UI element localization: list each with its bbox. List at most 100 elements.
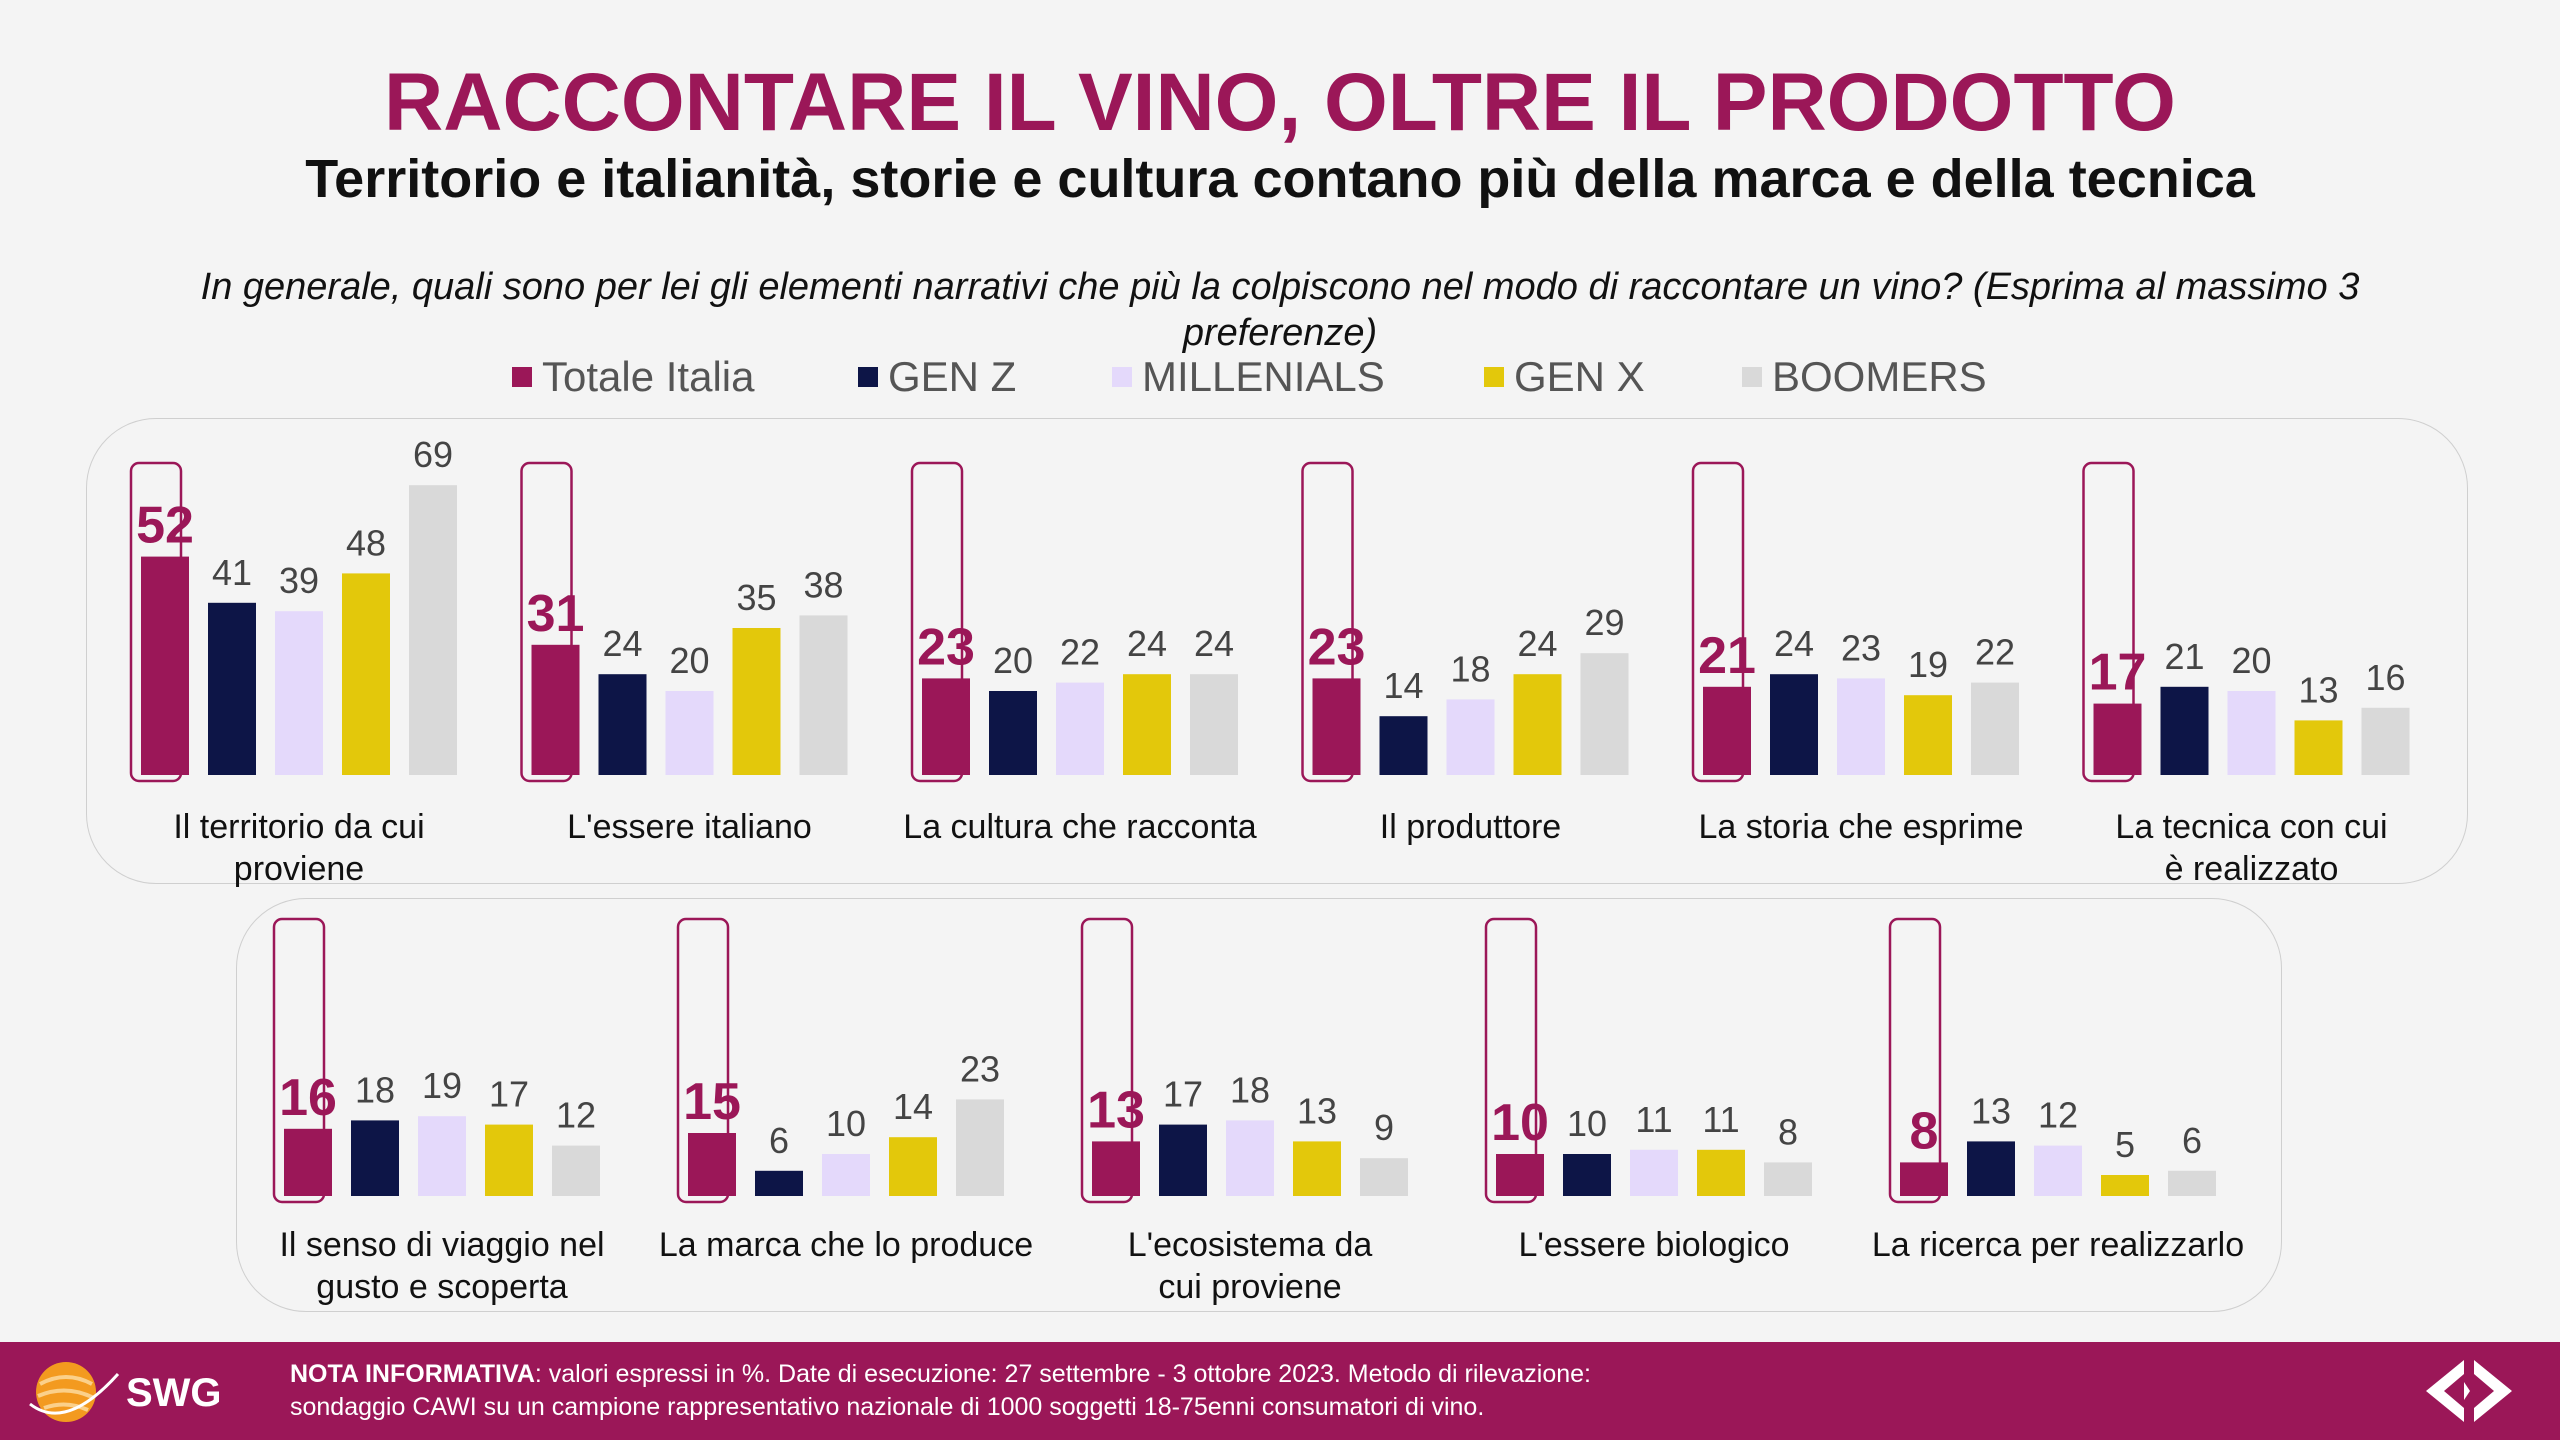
legend-label-totale: Totale Italia [542,353,755,400]
page-subtitle: Territorio e italianità, storie e cultur… [305,149,2255,209]
totale-highlight-frame [676,917,730,1204]
bar-11-5 [2168,1170,2216,1196]
bar-6-4 [2294,720,2343,775]
bar-10-5 [1764,1162,1812,1196]
data-label-9-3: 18 [1230,1069,1270,1110]
bar-8-4 [889,1137,937,1196]
data-label-9-2: 17 [1163,1074,1203,1115]
data-label-11-5: 6 [2182,1120,2202,1161]
data-label-1-4: 48 [346,522,386,563]
category-label-2: L'essere italiano [567,808,812,846]
totale-highlight-frame [1888,917,1942,1204]
data-label-1-3: 39 [279,560,319,601]
legend-swatch-totale [512,367,532,387]
note-text-line2: sondaggio CAWI su un campione rappresent… [290,1393,1485,1421]
category-label-9: cui proviene [1158,1268,1341,1306]
bar-11-3 [2034,1145,2082,1196]
bar-7-4 [485,1124,533,1196]
data-label-3-4: 24 [1127,623,1167,664]
bar-5-2 [1770,674,1818,775]
data-label-4-1: 23 [1308,618,1366,676]
category-label-7: gusto e scoperta [316,1268,567,1306]
data-label-10-2: 10 [1567,1103,1607,1144]
data-label-5-3: 23 [1841,627,1881,668]
bar-5-5 [1971,682,2019,775]
legend-swatch-genx [1484,367,1504,387]
category-label-11: La ricerca per realizzarlo [1872,1226,2244,1264]
category-label-1: Il territorio da cui [173,808,424,846]
bar-6-3 [2227,691,2276,775]
chart-panel-top [86,418,2468,884]
bar-2-2 [598,674,647,775]
totale-highlight-frame [910,461,964,783]
legend-item-boomers: BOOMERS [1742,352,1987,402]
totale-highlight-frame [1301,461,1354,783]
data-label-11-3: 12 [2038,1095,2078,1136]
data-label-5-1: 21 [1698,627,1756,685]
survey-question: In generale, quali sono per lei gli elem… [200,266,2360,354]
bar-6-5 [2361,707,2410,775]
bar-3-3 [1056,682,1104,775]
bar-11-2 [1967,1141,2015,1196]
data-label-8-2: 6 [769,1120,789,1161]
bar-1-1 [141,556,189,775]
data-label-2-1: 31 [527,585,585,643]
swg-logo: SWG [29,1362,222,1422]
legend-label-boomers: BOOMERS [1772,353,1987,400]
data-label-2-5: 38 [803,564,843,605]
category-label-6: è realizzato [2165,850,2339,888]
data-label-7-5: 12 [556,1095,596,1136]
data-label-6-2: 21 [2164,636,2204,677]
bar-1-2 [208,602,256,775]
bar-8-2 [755,1170,803,1196]
bar-9-4 [1293,1141,1341,1196]
bar-4-4 [1513,674,1562,775]
data-label-3-2: 20 [993,640,1033,681]
bar-1-5 [409,485,457,775]
data-label-11-1: 8 [1910,1102,1939,1160]
data-label-10-3: 11 [1635,1099,1672,1140]
data-label-3-1: 23 [917,618,975,676]
bar-3-1 [922,678,970,775]
note-heading: NOTA INFORMATIVA [290,1360,535,1388]
totale-highlight-frame [520,461,573,783]
bar-9-2 [1159,1124,1207,1196]
bar-10-1 [1496,1154,1544,1196]
data-label-10-4: 11 [1702,1099,1739,1140]
note-text: : valori espressi in %. Date di esecuzio… [534,1360,1591,1388]
totale-highlight-frame [1484,917,1538,1204]
category-label-8: La marca che lo produce [659,1226,1033,1264]
legend-item-millenials: MILLENIALS [1112,352,1385,402]
legend-item-totale: Totale Italia [512,352,754,402]
data-label-11-2: 13 [1971,1090,2011,1131]
bar-7-1 [284,1128,332,1196]
bar-2-5 [799,615,848,775]
data-label-7-3: 19 [422,1065,462,1106]
bar-11-4 [2101,1175,2149,1196]
data-label-11-4: 5 [2115,1124,2135,1165]
data-label-4-2: 14 [1383,665,1423,706]
category-label-6: La tecnica con cui [2115,808,2387,846]
data-label-2-2: 24 [602,623,642,664]
data-label-6-4: 13 [2298,669,2338,710]
data-label-4-5: 29 [1584,602,1624,643]
category-label-4: Il produttore [1380,808,1561,846]
data-label-8-5: 23 [960,1048,1000,1089]
category-label-1: proviene [234,850,364,888]
bar-8-1 [688,1133,736,1196]
bar-5-4 [1904,695,1952,775]
legend-label-genx: GEN X [1514,353,1645,400]
data-label-3-5: 24 [1194,623,1234,664]
data-label-9-4: 13 [1297,1090,1337,1131]
data-label-6-1: 17 [2089,644,2147,702]
bar-3-2 [989,691,1037,775]
bar-4-1 [1312,678,1361,775]
swg-logo-text: SWG [126,1371,222,1415]
data-label-2-4: 35 [736,577,776,618]
footer-note: NOTA INFORMATIVA: valori espressi in %. … [290,1358,1890,1424]
category-label-10: L'essere biologico [1518,1226,1789,1264]
data-label-2-3: 20 [669,640,709,681]
data-label-5-2: 24 [1774,623,1814,664]
totale-highlight-frame [272,917,326,1204]
legend-label-millenials: MILLENIALS [1142,353,1385,400]
